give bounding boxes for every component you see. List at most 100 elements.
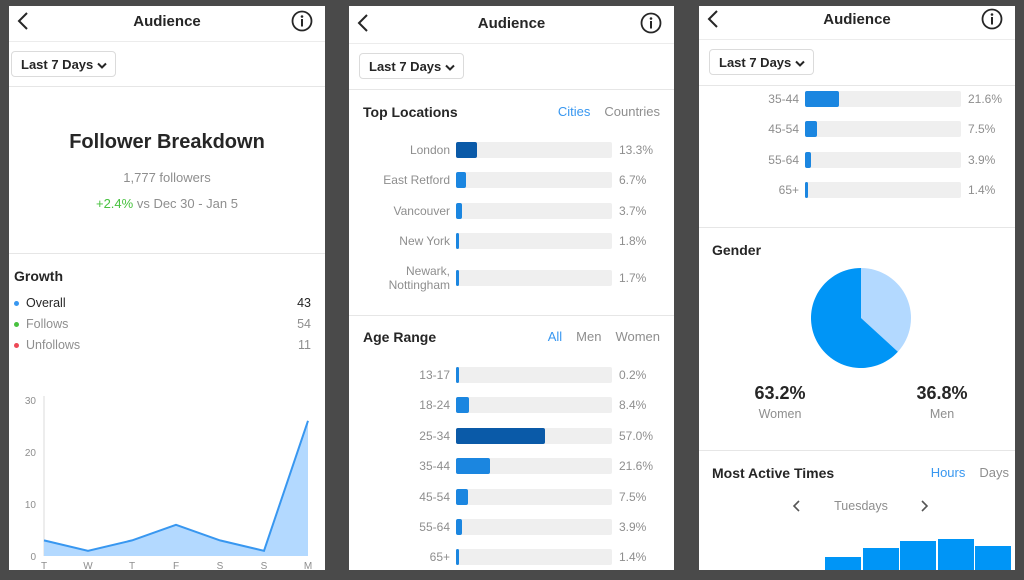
info-icon[interactable] [291,10,313,32]
pie-slice-men [861,268,911,352]
bar-fill [456,367,459,383]
active-times-tabs: Hours Days [917,465,1009,480]
gender-title: Gender [712,242,762,258]
bar-row: 13-17 0.2% [349,367,674,397]
bar-label: 55-64 [768,152,799,167]
date-range-label: Last 7 Days [719,55,792,70]
bar-percent: 1.7% [619,270,647,285]
header: Audience [9,6,325,42]
day-label: Tuesdays [834,499,888,513]
bar-row: 45-54 7.5% [699,121,1015,141]
bar-fill [456,427,545,444]
tab-hours[interactable]: Hours [930,465,966,480]
x-tick-label: T [129,561,135,570]
bar-label: 65+ [429,550,450,565]
bar-label: 25-34 [419,428,450,443]
bar-fill [456,488,468,505]
header: Audience [349,8,674,44]
tab-days[interactable]: Days [979,465,1009,480]
bar-track [456,202,612,219]
legend-unfollows: Unfollows 11 [14,338,311,354]
pie-slice-women [811,268,898,368]
growth-line [43,420,309,552]
bar-percent: 7.5% [968,122,996,137]
bar-label: New York [399,234,450,249]
chevron-right-icon[interactable] [918,499,930,513]
info-icon[interactable] [981,8,1003,30]
audience-panel-demographics: Audience Last 7 Days 35-44 21.6% 45-54 7.5%… [699,6,1015,570]
bar-label: 55-64 [419,520,450,534]
x-tick-label: S [261,561,268,570]
bar-label: 45-54 [768,122,799,137]
date-range-dropdown[interactable]: Last 7 Days [11,51,117,77]
bar-track [456,519,612,535]
bar-track [456,397,612,414]
bar-track [456,233,612,250]
tab-countries[interactable]: Countries [604,104,660,119]
bar-row: 65+ 1.4% [699,182,1015,202]
tab-women[interactable]: Women [615,329,660,344]
bar-label: 13-17 [419,368,450,382]
date-range-dropdown[interactable]: Last 7 Days [359,53,465,79]
bar-row: 35-44 21.6% [699,91,1015,111]
tab-all[interactable]: All [547,329,563,344]
bar-label: London [409,143,450,157]
bar-percent: 7.5% [619,489,647,504]
page-title: Audience [477,15,546,32]
bar-percent: 1.4% [968,183,996,198]
bar-percent: 1.4% [619,550,647,565]
chevron-left-icon[interactable] [791,499,803,513]
bar-percent: 3.7% [619,203,647,218]
hour-bar [825,557,861,570]
bar-row: 18-24 8.4% [349,397,674,427]
bar-percent: 0.2% [619,368,647,382]
bar-percent: 3.9% [968,152,996,167]
page-title: Audience [823,11,891,28]
bar-percent: 3.9% [619,520,647,534]
bar-row: London 13.3% [349,142,674,172]
chevron-down-icon [445,64,455,71]
back-arrow-icon[interactable] [703,7,727,31]
tab-cities[interactable]: Cities [557,104,591,119]
bar-fill [805,91,839,107]
legend-label: Overall [26,296,66,310]
hour-bar [975,546,1011,570]
legend-label: Follows [26,317,69,331]
bar-row: Vancouver 3.7% [349,202,674,233]
bar-fill [805,121,817,138]
bar-fill [456,233,459,250]
audience-panel-overview: Audience Last 7 Days Follower Breakdown … [9,6,325,570]
bar-track [456,458,612,475]
bar-fill [456,142,477,158]
legend-follows: Follows 54 [14,317,311,333]
hour-bar [900,541,936,570]
bar-fill [456,458,490,475]
followers-change: +2.4% vs Dec 30 - Jan 5 [9,196,325,211]
x-tick-label: S [217,561,224,570]
info-icon[interactable] [640,12,662,34]
bar-fill [805,182,808,199]
bar-label: 18-24 [419,398,450,413]
bar-row: 55-64 3.9% [699,151,1015,172]
x-tick-label: F [173,561,179,570]
most-active-times-title: Most Active Times [712,465,835,481]
back-arrow-icon[interactable] [353,11,377,35]
bar-fill [456,549,459,566]
back-arrow-icon[interactable] [13,9,37,33]
bar-percent: 1.8% [619,234,647,249]
bar-label: 45-54 [419,489,450,504]
bar-fill [456,519,463,535]
x-tick-label: T [41,561,47,570]
tab-men[interactable]: Men [576,329,602,344]
date-range-dropdown[interactable]: Last 7 Days [709,49,815,75]
bar-percent: 6.7% [619,173,647,188]
legend-dot [14,343,19,348]
bar-fill [805,151,812,168]
y-tick-label: 10 [25,500,37,511]
bar-track [805,91,961,107]
men-label: Men [929,407,955,421]
bar-fill [456,172,467,189]
chevron-down-icon [97,62,107,69]
bar-label: Vancouver [393,203,450,218]
legend-overall: Overall 43 [14,296,311,312]
